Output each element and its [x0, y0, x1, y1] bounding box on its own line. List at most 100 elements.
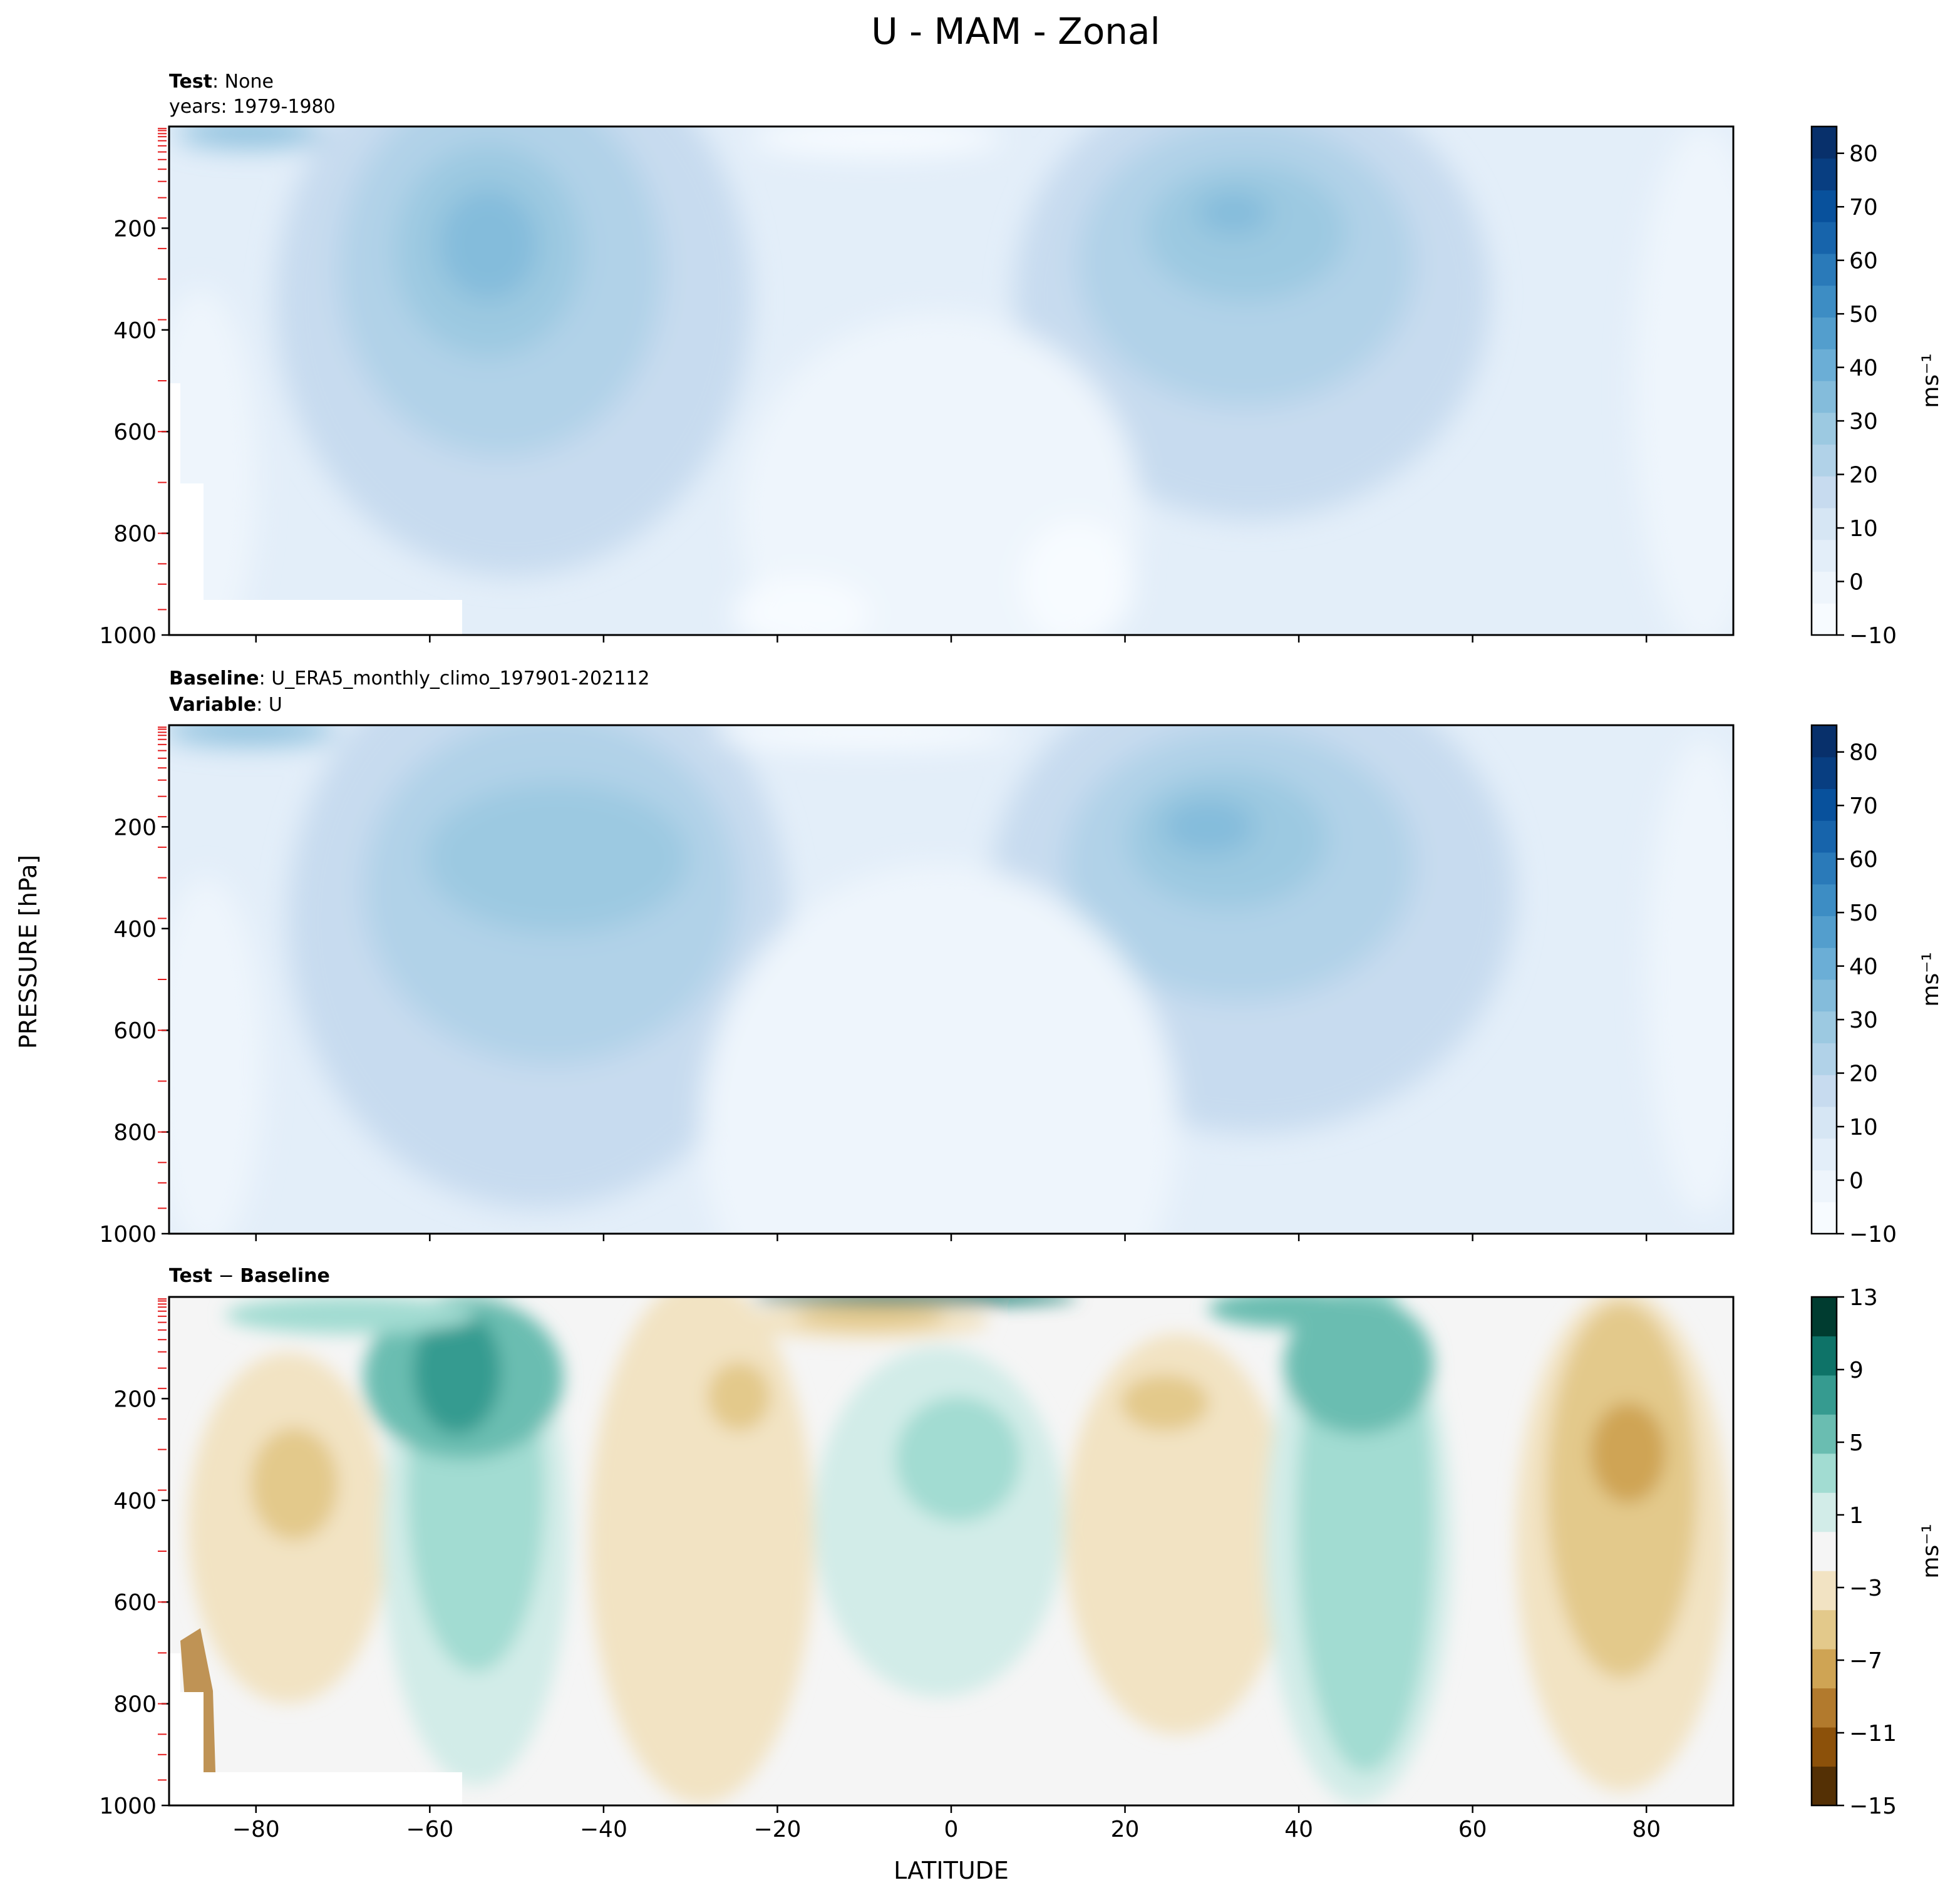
x-tick-label: −40 [580, 1817, 627, 1842]
colorbar-tick-label: 30 [1849, 1008, 1878, 1033]
colorbar-swatch [1812, 725, 1837, 758]
colorbar-swatch [1812, 222, 1837, 254]
x-tick-label: 80 [1632, 1817, 1661, 1842]
colorbar-swatch [1812, 1609, 1837, 1650]
colorbar-swatch [1812, 317, 1837, 349]
colorbar-tick-label: 0 [1849, 570, 1864, 596]
colorbar-tick-label: 5 [1849, 1430, 1864, 1456]
panel-test-field [169, 126, 1733, 635]
colorbar-swatch [1812, 412, 1837, 445]
panel-diff-label-mid: − [212, 1265, 240, 1287]
panel-test: Test: None years: 1979-1980 [99, 71, 1944, 649]
panel-diff-ticks: 200 400 600 800 1000 −80 −60 −40 −20 0 20 40 60 80 [99, 1298, 1661, 1842]
panel-baseline: Baseline: U_ERA5_monthly_climo_197901-20… [99, 668, 1944, 1247]
panel-diff-label: Test − Baseline [169, 1265, 330, 1287]
y-tick-label: 400 [113, 917, 157, 942]
colorbar-diff: −15 −11 −7 −3 1 5 9 13 [1810, 1285, 1897, 1819]
colorbar-swatch [1812, 1297, 1837, 1336]
panel-test-label: Test: None [169, 71, 274, 93]
y-tick-label: 800 [113, 1692, 157, 1718]
colorbar-tick-label: 70 [1849, 195, 1878, 220]
colorbar-swatch [1812, 916, 1837, 948]
colorbar-frame [1810, 125, 1838, 636]
colorbar-tick-label: −7 [1849, 1648, 1882, 1674]
y-tick-label: 400 [113, 318, 157, 344]
colorbar-swatch [1812, 1649, 1837, 1689]
colorbar-test-units: ms⁻¹ [1918, 353, 1944, 408]
colorbar-swatch [1812, 444, 1837, 477]
panel-test-label-bold: Test [169, 71, 212, 93]
figure-title: U - MAM - Zonal [871, 10, 1160, 53]
panel-baseline-ticks: 200 400 600 800 1000 [99, 726, 1648, 1247]
colorbar-swatch [1812, 1138, 1837, 1170]
x-tick-label: 20 [1111, 1817, 1140, 1842]
colorbar-swatch [1812, 1202, 1837, 1234]
colorbar-swatch [1812, 254, 1837, 286]
y-tick-label: 200 [113, 216, 157, 242]
colorbar-swatch [1812, 1043, 1837, 1075]
colorbar-swatch [1812, 285, 1837, 318]
colorbar-tick-label: 0 [1849, 1169, 1864, 1194]
colorbar-tick-label: −3 [1849, 1576, 1882, 1601]
panel-diff: Test − Baseline [99, 1265, 1944, 1842]
colorbar-frame [1810, 724, 1838, 1235]
panel-baseline-field [169, 725, 1733, 1234]
colorbar-tick-label: 60 [1849, 249, 1878, 274]
panel-baseline-label-rest: : U_ERA5_monthly_climo_197901-202112 [259, 668, 650, 689]
colorbar-swatch [1812, 1531, 1837, 1571]
colorbar-tick-label: 10 [1849, 1115, 1878, 1140]
colorbar-tick-label: 10 [1849, 516, 1878, 542]
colorbar-swatch [1812, 1107, 1837, 1139]
colorbar-swatch [1812, 1492, 1837, 1532]
colorbar-swatch [1812, 979, 1837, 1012]
panel-baseline-variable-rest: : U [256, 694, 282, 716]
colorbar-tick-label: 9 [1849, 1358, 1864, 1383]
panel-test-years: years: 1979-1980 [169, 96, 336, 118]
panel-baseline-label-bold: Baseline [169, 668, 259, 689]
y-axis-label: PRESSURE [hPa] [14, 855, 42, 1049]
colorbar-tick-label: −10 [1849, 1222, 1897, 1247]
colorbar-swatch [1812, 1075, 1837, 1107]
colorbar-swatch [1812, 1375, 1837, 1415]
colorbar-tick-label: 30 [1849, 409, 1878, 435]
colorbar-diff-units: ms⁻¹ [1918, 1524, 1944, 1578]
colorbar-swatch [1812, 539, 1837, 572]
colorbar-swatch [1812, 1453, 1837, 1493]
x-tick-label: −80 [232, 1817, 280, 1842]
colorbar-tick-label: 80 [1849, 142, 1878, 167]
colorbar-tick-label: 50 [1849, 302, 1878, 328]
y-tick-label: 200 [113, 1386, 157, 1412]
y-tick-label: 800 [113, 522, 157, 547]
colorbar-swatch [1812, 1336, 1837, 1376]
colorbar-tick-label: 40 [1849, 356, 1878, 381]
panel-diff-label-bold2: Baseline [240, 1265, 330, 1287]
y-tick-label: 600 [113, 1590, 157, 1616]
colorbar-swatch [1812, 1414, 1837, 1454]
colorbar-tick-label: 20 [1849, 463, 1878, 488]
colorbar-swatch [1812, 756, 1837, 789]
panel-diff-label-bold: Test [169, 1265, 212, 1287]
x-tick-label: 40 [1284, 1817, 1313, 1842]
colorbar-tick-label: −15 [1849, 1794, 1897, 1819]
y-tick-label: 600 [113, 1018, 157, 1044]
colorbar-swatch [1812, 1766, 1837, 1806]
colorbar-swatch [1812, 349, 1837, 381]
colorbar-tick-label: 20 [1849, 1061, 1878, 1087]
colorbar-swatch [1812, 820, 1837, 853]
colorbar-swatch [1812, 1727, 1837, 1767]
y-tick-label: 600 [113, 420, 157, 445]
colorbar-swatch [1812, 1571, 1837, 1611]
colorbar-swatch [1812, 1170, 1837, 1202]
colorbar-frame [1810, 1296, 1838, 1807]
colorbar-swatch [1812, 1011, 1837, 1043]
panel-baseline-variable-bold: Variable [169, 694, 256, 716]
colorbar-swatch [1812, 884, 1837, 916]
colorbar-tick-label: 13 [1849, 1285, 1878, 1311]
y-tick-label: 1000 [99, 1222, 157, 1247]
colorbar-swatch [1812, 381, 1837, 413]
colorbar-swatch [1812, 571, 1837, 604]
x-tick-label: −60 [406, 1817, 453, 1842]
colorbar-baseline: −10 0 10 20 30 40 50 60 70 80 [1810, 724, 1897, 1247]
panel-test-label-rest: : None [212, 71, 274, 93]
